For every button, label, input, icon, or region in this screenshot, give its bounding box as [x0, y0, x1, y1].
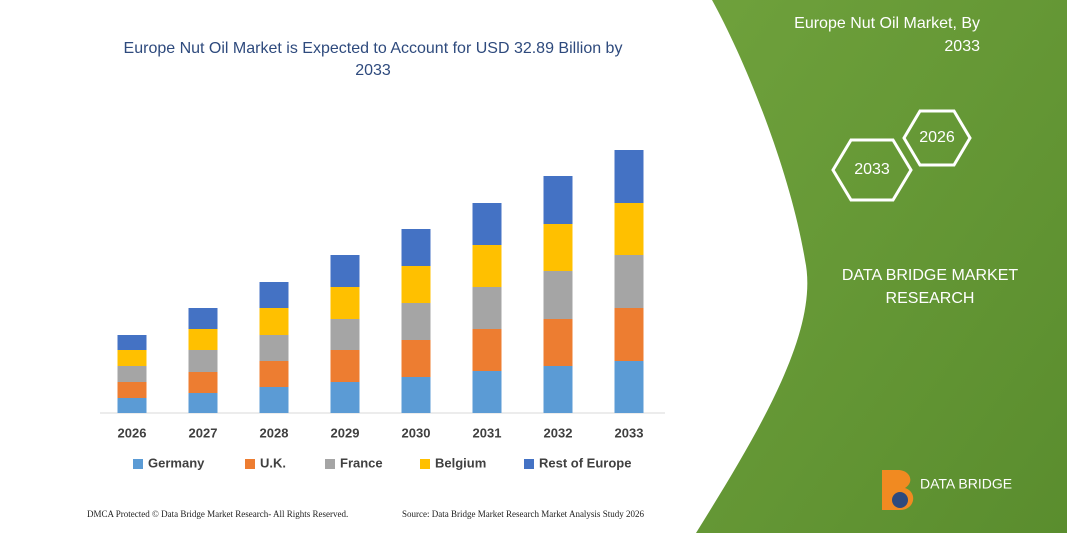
bar-segment	[401, 303, 431, 340]
bar-segment	[188, 350, 218, 372]
bar-segment	[472, 203, 502, 245]
bar-segment	[472, 371, 502, 413]
chart-title: Europe Nut Oil Market is Expected to Acc…	[123, 40, 623, 79]
legend-swatch	[133, 459, 143, 469]
bar-segment	[401, 340, 431, 377]
bar-segment	[614, 308, 644, 361]
side-panel	[696, 0, 1067, 533]
hex-label: 2033	[854, 161, 890, 178]
bar-segment	[614, 150, 644, 203]
bar-segment	[259, 361, 289, 387]
bar-segment	[614, 255, 644, 308]
x-tick-label: 2030	[402, 425, 431, 440]
bar-segment	[543, 271, 573, 319]
legend-swatch	[325, 459, 335, 469]
bar-segment	[117, 366, 147, 382]
x-tick-label: 2032	[544, 425, 573, 440]
bar-segment	[543, 319, 573, 366]
bar-segment	[330, 287, 360, 319]
x-tick-label: 2033	[615, 425, 644, 440]
bar-segment	[472, 329, 502, 371]
legend-swatch	[420, 459, 430, 469]
legend-swatch	[245, 459, 255, 469]
footer-left: DMCA Protected © Data Bridge Market Rese…	[87, 509, 349, 519]
bar-segment	[117, 398, 147, 413]
hexagon	[831, 138, 913, 202]
bar-segment	[614, 203, 644, 255]
legend-label: Belgium	[435, 455, 486, 470]
bar-segment	[401, 229, 431, 266]
bar-segment	[614, 361, 644, 413]
bar-segment	[117, 350, 147, 366]
bar-segment	[117, 382, 147, 398]
bar-segment	[330, 382, 360, 413]
bar-segment	[259, 308, 289, 335]
bar-segment	[259, 335, 289, 361]
legend-label: France	[340, 455, 383, 470]
bar-segment	[401, 377, 431, 413]
bar-segment	[117, 335, 147, 350]
x-tick-label: 2029	[331, 425, 360, 440]
hexagon	[902, 109, 972, 167]
legend-label: U.K.	[260, 455, 286, 470]
logo-icon	[882, 470, 914, 510]
legend-label: Rest of Europe	[539, 455, 631, 470]
bar-segment	[543, 366, 573, 413]
logo-text: DATA BRIDGE	[920, 476, 1012, 492]
x-tick-label: 2026	[118, 425, 147, 440]
bar-segment	[188, 329, 218, 350]
panel-title: Europe Nut Oil Market, By 2033	[794, 15, 980, 55]
bar-segment	[543, 224, 573, 271]
bar-segment	[188, 393, 218, 413]
hex-label: 2026	[919, 129, 955, 146]
brand: DATA BRIDGE MARKET RESEARCH	[841, 267, 1019, 307]
x-tick-label: 2027	[189, 425, 218, 440]
bar-segment	[401, 266, 431, 303]
bar-segment	[472, 287, 502, 329]
x-tick-label: 2028	[260, 425, 289, 440]
footer-right: Source: Data Bridge Market Research Mark…	[402, 509, 644, 519]
x-tick-label: 2031	[473, 425, 502, 440]
bar-segment	[259, 387, 289, 413]
bar-segment	[330, 350, 360, 382]
bar-segment	[188, 308, 218, 329]
bar-segment	[472, 245, 502, 287]
bar-segment	[330, 255, 360, 287]
legend-label: Germany	[148, 455, 205, 470]
bar-segment	[259, 282, 289, 308]
bar-segment	[330, 319, 360, 350]
bar-segment	[188, 372, 218, 393]
legend-swatch	[524, 459, 534, 469]
bar-segment	[543, 176, 573, 224]
